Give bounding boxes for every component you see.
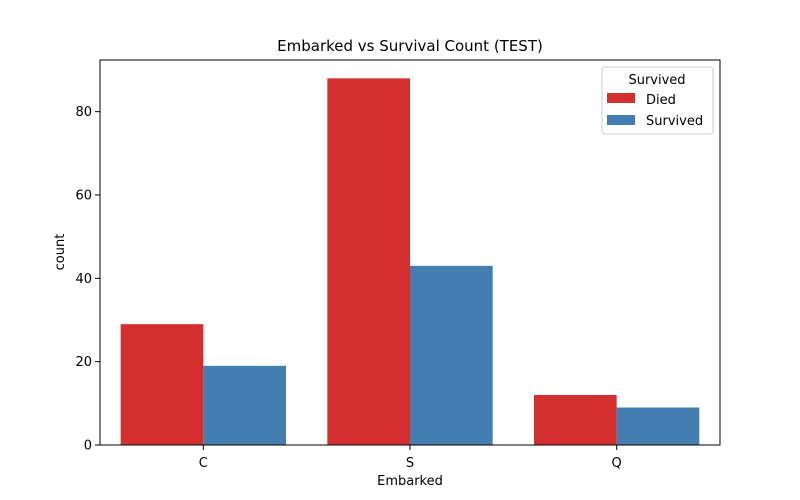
bar-S-survived [410, 265, 493, 445]
legend: Survived Died Survived [601, 66, 714, 135]
x-tick-label: C [199, 456, 208, 471]
chart-title: Embarked vs Survival Count (TEST) [277, 37, 543, 55]
bar-S-died [327, 78, 410, 445]
legend-swatch-died [607, 93, 635, 103]
bar-C-died [120, 324, 204, 445]
x-tick-label: S [406, 456, 414, 471]
y-tick-label: 20 [75, 355, 92, 370]
bars-group [120, 78, 700, 445]
legend-swatch-survived [607, 115, 635, 125]
plot-frame [99, 59, 721, 446]
bar-Q-survived [616, 407, 700, 445]
legend-label-died: Died [646, 93, 676, 108]
y-axis: 0 20 40 60 80 [75, 105, 100, 454]
legend-label-survived: Survived [646, 114, 703, 129]
bar-C-survived [203, 365, 286, 445]
y-axis-label: count [53, 234, 68, 271]
y-tick-label: 60 [75, 189, 92, 204]
y-tick-label: 40 [75, 272, 92, 287]
y-tick-label: 80 [75, 105, 92, 120]
x-axis-label: Embarked [377, 474, 443, 489]
legend-title: Survived [628, 73, 685, 88]
bar-Q-died [534, 395, 617, 445]
y-tick-label: 0 [84, 439, 92, 454]
x-tick-label: Q [612, 456, 622, 471]
